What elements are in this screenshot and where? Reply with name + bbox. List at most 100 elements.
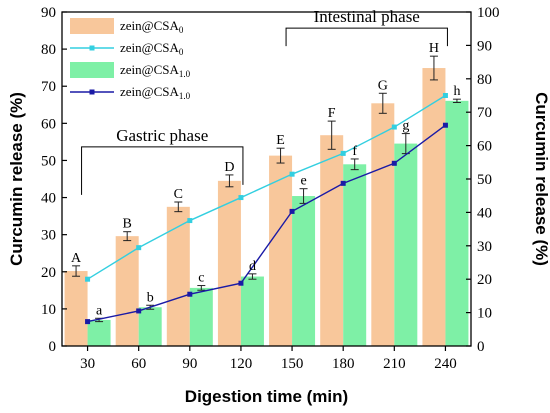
x-tick-label-90: 90 xyxy=(182,356,197,372)
bar-2-210 xyxy=(394,143,418,346)
legend-label-2: zein@CSA0 xyxy=(120,40,184,57)
bars-layer xyxy=(64,68,469,347)
y-right-tick-label-30: 30 xyxy=(477,239,492,255)
y-left-tick-label-0: 0 xyxy=(49,339,57,355)
error-bars-layer xyxy=(72,55,461,323)
bar-1-60 xyxy=(115,236,139,346)
y-axis-title-right: Curcumin release (%) xyxy=(532,92,550,266)
bar-1-240 xyxy=(422,68,446,346)
legend-label-1: zein@CSA0 xyxy=(120,18,184,35)
significance-letter-1-120: D xyxy=(224,160,234,175)
legend-label-4: zein@CSA1.0 xyxy=(120,84,191,101)
line-point-2-180 xyxy=(340,180,346,186)
y-right-tick-label-90: 90 xyxy=(477,38,492,54)
x-tick-label-30: 30 xyxy=(80,356,95,372)
y-left-tick-label-90: 90 xyxy=(41,5,56,21)
line-point-2-150 xyxy=(289,208,295,214)
x-tick-label-240: 240 xyxy=(434,356,457,372)
significance-letter-2-60: b xyxy=(147,290,154,305)
significance-letter-2-150: e xyxy=(300,174,306,189)
significance-letter-2-120: d xyxy=(249,259,256,274)
significance-letter-1-240: H xyxy=(429,41,439,56)
significance-letter-1-90: C xyxy=(174,187,183,202)
y-right-tick-label-100: 100 xyxy=(477,5,500,21)
significance-letter-1-60: B xyxy=(123,217,132,232)
line-point-1-180 xyxy=(340,150,346,156)
phase-label-1: Gastric phase xyxy=(116,126,208,145)
x-tick-label-60: 60 xyxy=(131,356,146,372)
phase-label-2: Intestinal phase xyxy=(314,7,420,26)
phase-bracket-1 xyxy=(81,146,244,195)
significance-letter-2-210: g xyxy=(402,119,409,134)
line-point-2-240 xyxy=(442,122,448,128)
lines-layer xyxy=(85,93,448,325)
line-point-1-150 xyxy=(289,171,295,177)
bar-1-120 xyxy=(217,180,241,346)
significance-letter-1-30: A xyxy=(71,251,82,266)
bar-1-210 xyxy=(371,103,395,346)
x-tick-label-150: 150 xyxy=(281,356,304,372)
significance-letter-1-210: G xyxy=(378,78,388,93)
bar-2-90 xyxy=(189,287,213,346)
line-point-1-90 xyxy=(187,218,193,224)
y-right-tick-label-0: 0 xyxy=(477,339,485,355)
axes-layer: 0 10 20 30 40 50 60 70 80 90 0 10 20 30 40 50 60 70 80 90 10… xyxy=(41,5,500,372)
legend-marker-4 xyxy=(89,89,95,95)
y-left-tick-label-20: 20 xyxy=(41,265,56,281)
significance-letter-2-240: h xyxy=(453,84,460,99)
y-left-tick-label-40: 40 xyxy=(41,191,56,207)
significance-letters-layer: A B C D E F G Ha b c d e f g h xyxy=(71,41,460,318)
bar-1-90 xyxy=(166,206,190,346)
y-left-tick-label-70: 70 xyxy=(41,79,56,95)
y-right-tick-label-70: 70 xyxy=(477,105,492,121)
significance-letter-2-180: f xyxy=(352,144,357,159)
legend-swatch-1 xyxy=(70,18,114,34)
y-left-tick-label-50: 50 xyxy=(41,153,56,169)
legend-label-3: zein@CSA1.0 xyxy=(120,62,191,79)
bar-2-120 xyxy=(240,276,264,346)
y-axis-title-left: Curcumin release (%) xyxy=(7,92,26,266)
bar-2-180 xyxy=(343,164,367,346)
bar-1-150 xyxy=(269,155,293,346)
y-right-tick-label-40: 40 xyxy=(477,205,492,221)
y-right-tick-label-50: 50 xyxy=(477,172,492,188)
line-point-1-120 xyxy=(238,195,244,201)
y-right-tick-label-10: 10 xyxy=(477,306,492,322)
line-series-1 xyxy=(87,94,446,280)
x-tick-label-180: 180 xyxy=(332,356,355,372)
line-point-2-120 xyxy=(238,280,244,286)
x-axis-title: Digestion time (min) xyxy=(185,387,348,406)
y-left-tick-label-80: 80 xyxy=(41,42,56,58)
line-point-1-240 xyxy=(442,93,448,98)
significance-letter-2-30: a xyxy=(96,303,103,318)
y-right-tick-label-80: 80 xyxy=(477,72,492,88)
y-left-tick-label-10: 10 xyxy=(41,302,56,318)
line-point-2-60 xyxy=(136,308,142,314)
bar-1-30 xyxy=(64,271,88,346)
y-right-tick-label-20: 20 xyxy=(477,272,492,288)
bar-2-30 xyxy=(87,319,111,346)
bar-2-60 xyxy=(138,307,162,346)
bar-2-240 xyxy=(445,100,469,347)
y-right-tick-label-60: 60 xyxy=(477,139,492,155)
significance-letter-1-180: F xyxy=(328,106,336,121)
line-point-2-210 xyxy=(391,160,397,166)
x-tick-label-210: 210 xyxy=(383,356,406,372)
line-series-2 xyxy=(87,124,446,323)
y-left-tick-label-30: 30 xyxy=(41,228,56,244)
y-left-tick-label-60: 60 xyxy=(41,116,56,132)
significance-letter-1-150: E xyxy=(276,133,285,148)
legend-swatch-3 xyxy=(70,62,114,78)
line-point-2-90 xyxy=(187,291,193,297)
line-point-1-210 xyxy=(391,124,397,130)
phase-bracket-2 xyxy=(285,27,448,47)
line-point-2-30 xyxy=(85,319,91,325)
legend: zein@CSA0 zein@CSA0 zein@CSA1.0 zein@CSA1.0 xyxy=(70,18,191,101)
x-tick-label-120: 120 xyxy=(230,356,253,372)
line-point-1-60 xyxy=(136,245,142,251)
bar-2-150 xyxy=(292,196,316,346)
bar-1-180 xyxy=(320,135,344,346)
line-point-1-30 xyxy=(85,276,91,282)
legend-marker-2 xyxy=(89,45,95,51)
